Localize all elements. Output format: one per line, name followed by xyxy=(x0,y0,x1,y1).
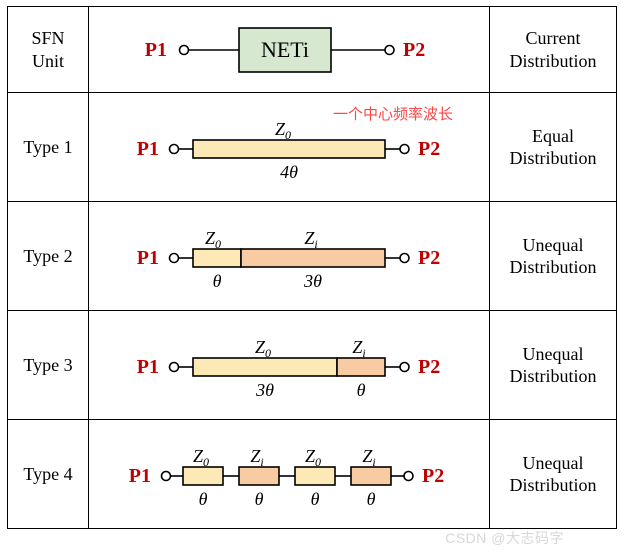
t2-th-b: 3θ xyxy=(303,271,322,291)
t1-p2: P2 xyxy=(418,138,440,160)
port-p1-node xyxy=(179,46,188,55)
t2-z0: Z0 xyxy=(205,228,221,251)
r2d1: Unequal xyxy=(522,235,583,255)
row3-name: Type 3 xyxy=(8,354,88,377)
t3-p2-node xyxy=(400,363,409,372)
row1-dist: Equal Distribution xyxy=(490,125,616,170)
port-p2: P2 xyxy=(403,39,425,61)
diagram-type2: P1 Z0 θ Zi 3θ P2 xyxy=(89,202,489,310)
diagram-type1: 一个中心频率波长 P1 Z0 4θ P2 xyxy=(89,93,489,201)
t4-p1-node xyxy=(161,472,170,481)
t2-zi-seg xyxy=(241,249,385,267)
t2-p1-node xyxy=(169,254,178,263)
r4d1: Unequal xyxy=(522,453,583,473)
t4-th1: θ xyxy=(199,489,208,509)
diagram-header: P1 NETi P2 xyxy=(89,7,489,92)
t4-zia: Zi xyxy=(250,446,263,469)
row4-dist: Unequal Distribution xyxy=(490,452,616,497)
t3-zi-seg xyxy=(337,358,385,376)
t4-z0a: Z0 xyxy=(193,446,209,469)
t4-s4 xyxy=(351,467,391,485)
t4-th3: θ xyxy=(311,489,320,509)
t3-z0-seg xyxy=(193,358,337,376)
row3-dist: Unequal Distribution xyxy=(490,343,616,388)
t4-th2: θ xyxy=(255,489,264,509)
t2-zi: Zi xyxy=(304,228,317,251)
t4-s3 xyxy=(295,467,335,485)
r2d2: Distribution xyxy=(509,257,596,277)
row4-name: Type 4 xyxy=(8,463,88,486)
r1d1: Equal xyxy=(532,126,574,146)
t3-p1-node xyxy=(169,363,178,372)
t3-zi: Zi xyxy=(352,337,365,360)
t3-z0: Z0 xyxy=(255,337,271,360)
t4-s1 xyxy=(183,467,223,485)
hdr-current: Current xyxy=(525,28,580,48)
t1-p2-node xyxy=(400,145,409,154)
t2-p1: P1 xyxy=(137,247,159,269)
hdr-dist: Distribution xyxy=(509,51,596,71)
t4-th4: θ xyxy=(367,489,376,509)
hdr-sfn: SFN xyxy=(31,28,64,48)
row2-dist: Unequal Distribution xyxy=(490,234,616,279)
t4-p1: P1 xyxy=(129,465,151,487)
net-label: NETi xyxy=(261,37,309,62)
t3-p2: P2 xyxy=(418,356,440,378)
svg-type4: P1 Z0 θ Zi θ Z0 θ xyxy=(89,420,489,528)
t4-p2-node xyxy=(404,472,413,481)
r1d2: Distribution xyxy=(509,148,596,168)
t1-p1: P1 xyxy=(137,138,159,160)
port-p2-node xyxy=(385,46,394,55)
row1-name: Type 1 xyxy=(8,136,88,159)
diagram-type3: P1 Z0 3θ Zi θ P2 xyxy=(89,311,489,419)
t2-p2: P2 xyxy=(418,247,440,269)
t3-th-a: 3θ xyxy=(255,380,274,400)
t1-theta: 4θ xyxy=(280,162,298,182)
r3d1: Unequal xyxy=(522,344,583,364)
row2-name: Type 2 xyxy=(8,245,88,268)
svg-type2: P1 Z0 θ Zi 3θ P2 xyxy=(89,202,489,310)
t1-z0-seg xyxy=(193,140,385,158)
r3d2: Distribution xyxy=(509,366,596,386)
port-p1: P1 xyxy=(145,39,167,61)
t4-zib: Zi xyxy=(362,446,375,469)
watermark: CSDN @大志码字 xyxy=(445,528,564,548)
t1-z0: Z0 xyxy=(275,119,291,142)
t4-z0b: Z0 xyxy=(305,446,321,469)
r4d2: Distribution xyxy=(509,475,596,495)
t3-p1: P1 xyxy=(137,356,159,378)
header-col3: Current Distribution xyxy=(490,27,616,72)
sfn-table: SFN Unit P1 NETi P2 xyxy=(7,6,617,529)
t3-th-b: θ xyxy=(357,380,366,400)
t1-p1-node xyxy=(169,145,178,154)
hdr-unit: Unit xyxy=(32,51,64,71)
diagram-type4: P1 Z0 θ Zi θ Z0 θ xyxy=(89,420,489,528)
t2-p2-node xyxy=(400,254,409,263)
svg-type3: P1 Z0 3θ Zi θ P2 xyxy=(89,311,489,419)
t2-th-a: θ xyxy=(213,271,222,291)
annotation-red: 一个中心频率波长 xyxy=(333,103,453,124)
t4-s2 xyxy=(239,467,279,485)
header-col1: SFN Unit xyxy=(8,27,88,72)
t4-p2: P2 xyxy=(422,465,444,487)
svg-header: P1 NETi P2 xyxy=(89,7,489,92)
t2-z0-seg xyxy=(193,249,241,267)
